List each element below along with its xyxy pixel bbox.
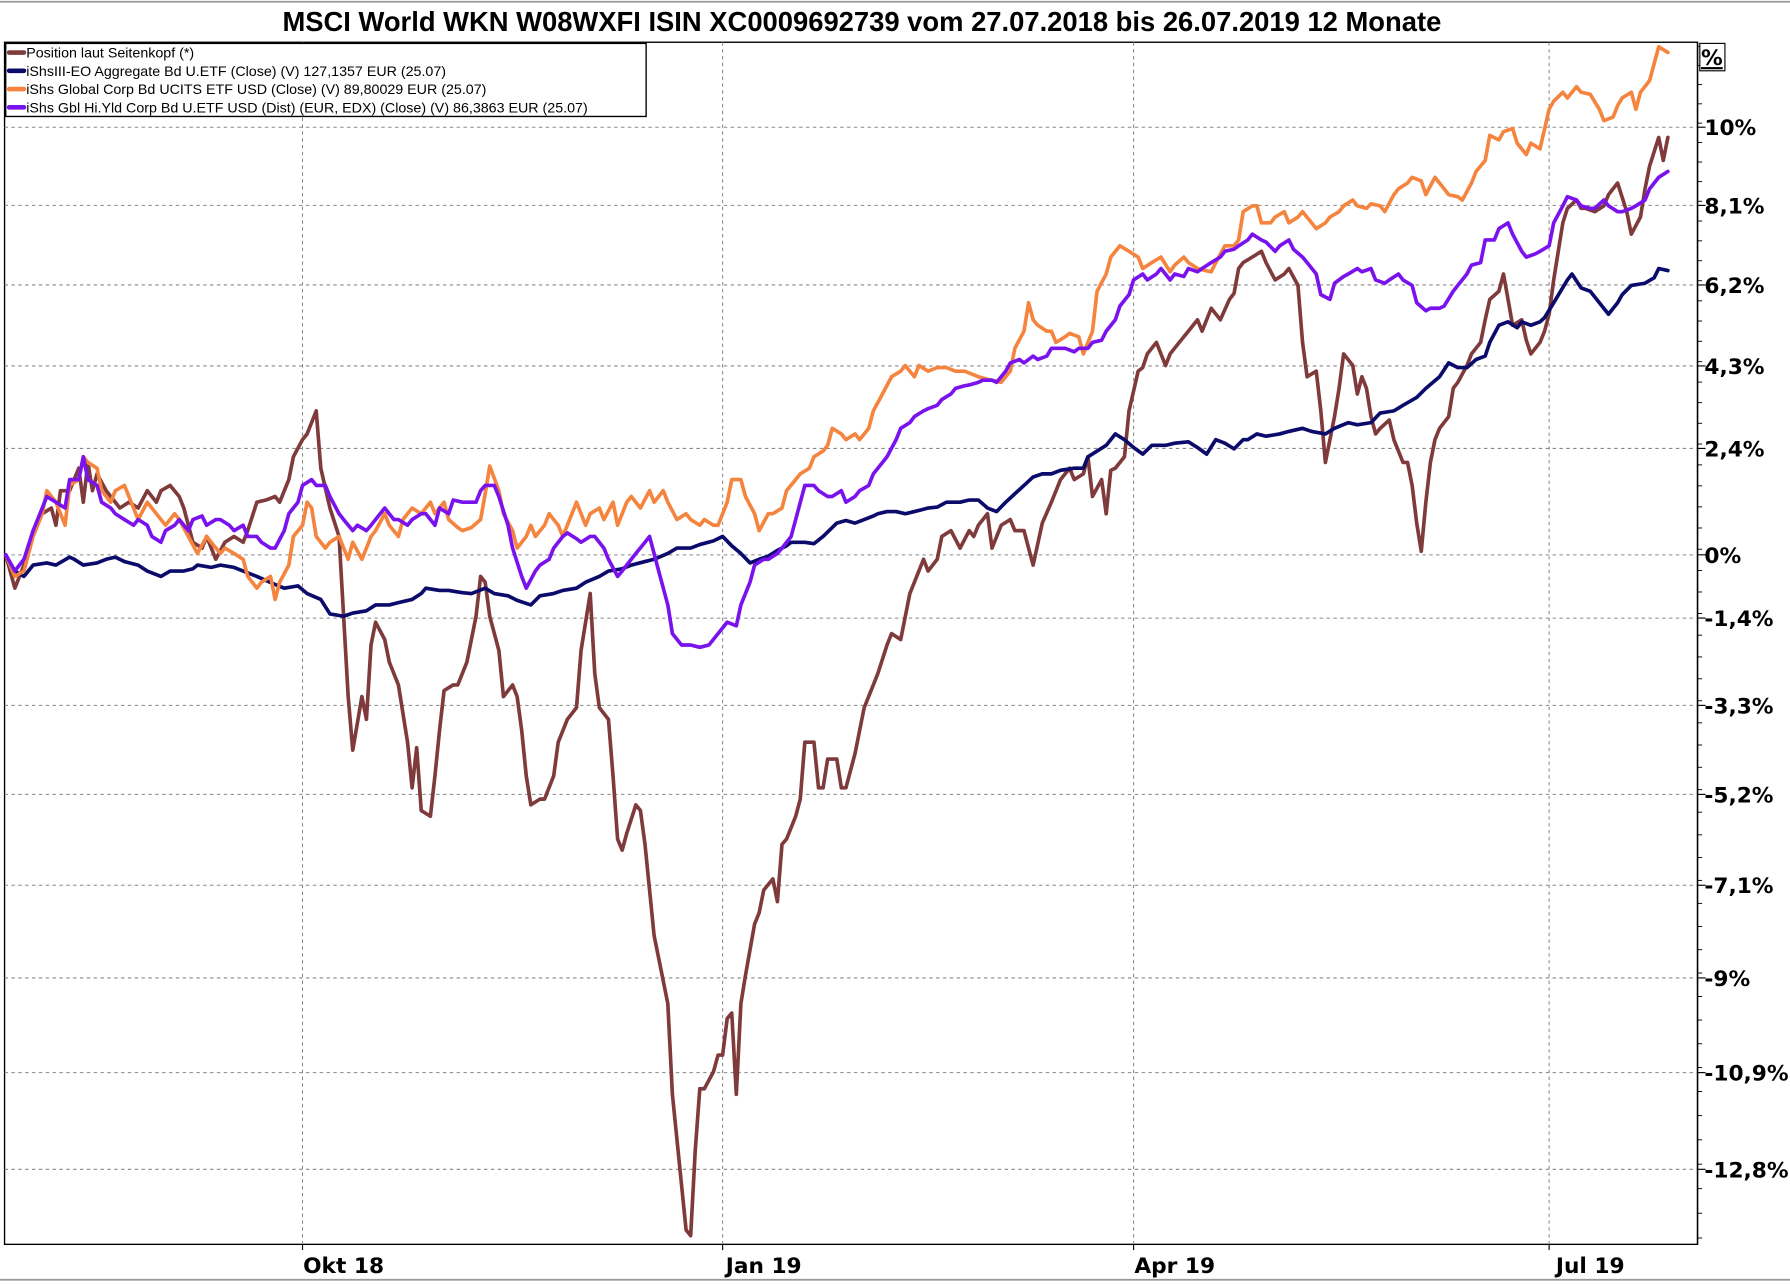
plot-area (3, 41, 1699, 1246)
x-axis: Okt 18 Jan 19 Apr 19 Jul 19 (301, 1244, 1625, 1279)
y-tick-label: -9% (1704, 967, 1750, 992)
series-line-aggregate-bond (3, 266, 1670, 619)
legend-label-aggregate-bond: iShsIII-EO Aggregate Bd U.ETF (Close) (V… (26, 64, 446, 80)
y-tick-label: -7,1% (1704, 874, 1773, 899)
legend: Position laut Seitenkopf (*) iShsIII-EO A… (5, 42, 647, 118)
series-lines (3, 44, 1670, 1238)
y-tick-label: 2,4% (1704, 437, 1764, 462)
y-tick-label: 4,3% (1704, 355, 1764, 380)
x-tick-label: Okt 18 (303, 1254, 384, 1279)
y-unit-label: % (1701, 46, 1723, 71)
y-tick-label: -1,4% (1704, 607, 1773, 632)
y-tick-label: -10,9% (1704, 1062, 1789, 1087)
chart-title: MSCI World WKN W08WXFI ISIN XC0009692739… (282, 6, 1441, 37)
y-tick-label: 10% (1704, 116, 1756, 141)
y-unit-box: % (1699, 42, 1726, 72)
y-tick-label: -5,2% (1704, 783, 1773, 808)
legend-label-high-yield-bond: iShs Gbl Hi.Yld Corp Bd U.ETF USD (Dist)… (26, 100, 587, 116)
legend-label-global-corp-bond: iShs Global Corp Bd UCITS ETF USD (Close… (26, 82, 486, 98)
y-tick-label: 6,2% (1704, 274, 1764, 299)
y-axis: 10% 8,1% 6,2% 4,3% 2,4% 0% -1,4% -3,3% -5,2% -7,1… (1696, 42, 1789, 1245)
x-tick-label: Jan 19 (724, 1254, 802, 1279)
legend-box (5, 42, 647, 118)
x-tick-label: Apr 19 (1134, 1254, 1215, 1279)
x-tick-label: Jul 19 (1554, 1254, 1625, 1279)
series-line-global-corp-bond (3, 44, 1670, 602)
y-tick-label: 8,1% (1704, 194, 1764, 219)
legend-label-position: Position laut Seitenkopf (*) (26, 46, 194, 62)
gridlines (4, 42, 1698, 1245)
series-line-high-yield-bond (3, 169, 1670, 650)
y-tick-label: -3,3% (1704, 694, 1773, 719)
y-tick-label: 0% (1704, 544, 1741, 569)
y-tick-label: -12,8% (1704, 1158, 1789, 1183)
